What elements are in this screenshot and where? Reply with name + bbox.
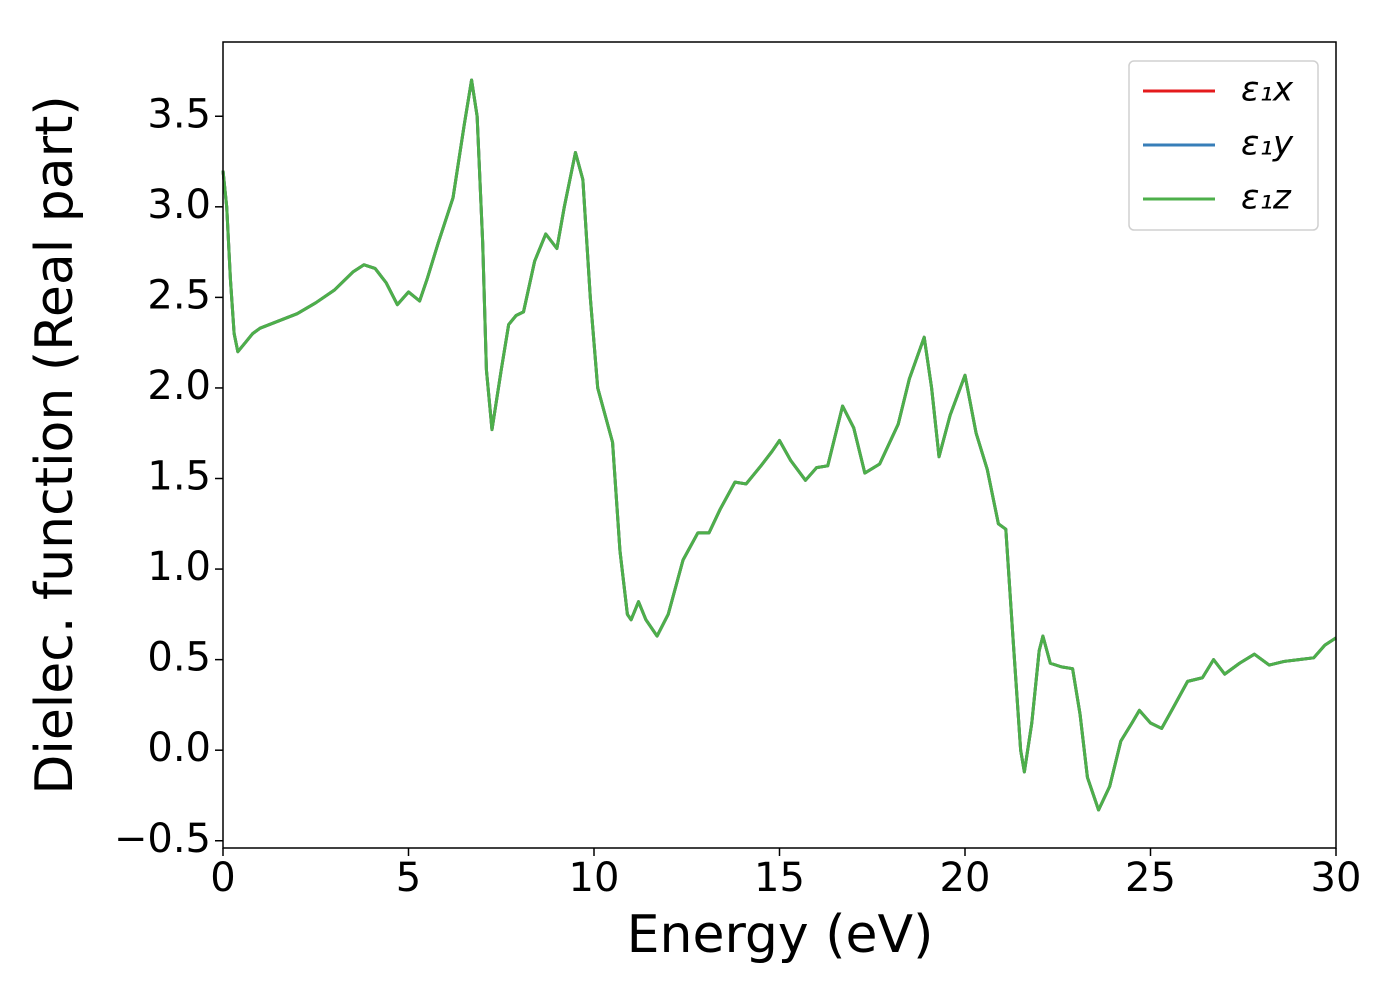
- legend-label: ε₁z: [1241, 178, 1292, 218]
- x-tick-label: 30: [1311, 855, 1362, 901]
- legend-box: [1128, 60, 1319, 231]
- y-tick-label: 1.5: [147, 454, 211, 500]
- legend-label: ε₁y: [1241, 124, 1294, 164]
- x-tick-label: 5: [396, 855, 421, 901]
- y-tick-label: 3.0: [147, 182, 211, 228]
- y-tick-label: 0.5: [147, 635, 211, 681]
- y-tick-label: 1.0: [147, 544, 211, 590]
- y-tick-label: 2.5: [147, 272, 211, 318]
- plot-frame: [222, 41, 1337, 849]
- y-tick-label: 2.0: [147, 363, 211, 409]
- y-axis-label: Dielec. function (Real part): [25, 95, 85, 794]
- y-tick-label: −0.5: [114, 816, 211, 862]
- legend-label: ε₁x: [1241, 70, 1294, 110]
- x-axis-label: Energy (eV): [627, 905, 934, 965]
- x-tick-label: 10: [569, 855, 620, 901]
- x-tick-label: 25: [1125, 855, 1176, 901]
- x-tick-label: 15: [754, 855, 805, 901]
- x-tick-label: 20: [940, 855, 991, 901]
- data-line: [221, 78, 1337, 812]
- y-tick-label: 0.0: [147, 725, 211, 771]
- x-tick-label: 0: [210, 855, 235, 901]
- y-tick-label: 3.5: [147, 91, 211, 137]
